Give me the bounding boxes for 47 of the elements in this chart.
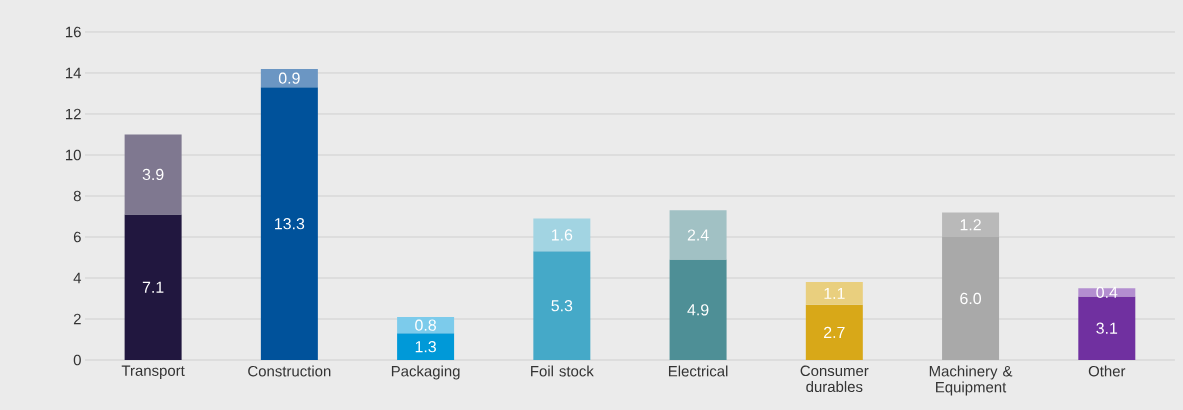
y-tick-label: 4 [73, 272, 82, 284]
bar [397, 333, 455, 360]
data-label: 1.3 [415, 341, 436, 353]
x-tick-label: Foil stock [531, 365, 594, 377]
data-label: 1.2 [960, 219, 981, 231]
y-tick-label: 16 [66, 26, 81, 38]
data-label: 5.3 [551, 300, 573, 312]
bar [260, 87, 318, 360]
x-tick-label: Machinery & Equipment [929, 365, 1013, 396]
bar [669, 210, 727, 260]
bar [260, 68, 318, 88]
bar [124, 214, 182, 360]
x-tick-label: Construction [248, 365, 331, 377]
data-label: 1.1 [824, 287, 845, 299]
y-tick-label: 10 [66, 149, 81, 161]
y-tick-label: 8 [73, 190, 81, 202]
data-label: 7.1 [142, 281, 164, 293]
data-label: 2.4 [687, 229, 709, 241]
bar [533, 218, 591, 252]
data-label: 1.6 [551, 229, 573, 241]
bar [533, 251, 591, 360]
data-label: 3.9 [142, 168, 164, 181]
y-tick-label: 12 [66, 108, 81, 120]
data-label: 2.7 [824, 326, 845, 338]
data-label: 0.9 [278, 72, 300, 84]
x-tick-label: Consumer durables [800, 365, 869, 393]
data-label: 13.3 [275, 218, 305, 230]
bar [942, 212, 1000, 237]
x-tick-label: Packaging [391, 365, 460, 380]
data-label: 0.8 [415, 319, 436, 331]
bar [1078, 296, 1136, 360]
bar [669, 259, 727, 360]
data-label: 0.4 [1096, 286, 1118, 298]
x-tick-label: Transport [121, 365, 185, 379]
y-tick-label: 14 [66, 67, 82, 79]
x-tick-label: Other [1088, 365, 1126, 377]
x-tick-label: Electrical [668, 365, 728, 377]
bar [124, 134, 182, 215]
data-label: 3.1 [1096, 322, 1118, 334]
y-tick-label: 2 [73, 313, 81, 325]
bar [942, 237, 1000, 360]
bar [805, 282, 863, 305]
data-label: 4.9 [687, 304, 709, 316]
bar [805, 304, 863, 360]
data-label: 6.0 [960, 292, 982, 305]
y-tick-label: 6 [73, 231, 81, 243]
y-tick-label: 0 [73, 354, 81, 366]
